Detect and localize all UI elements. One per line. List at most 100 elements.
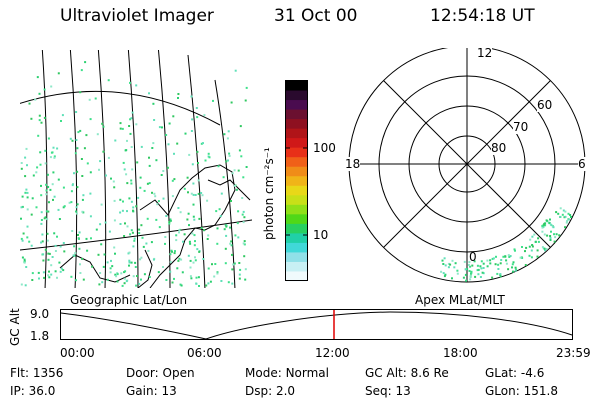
aurora-pixel [25, 266, 28, 268]
map-projection-label: Geographic Lat/Lon [70, 293, 188, 307]
aurora-pixel [238, 262, 241, 264]
aurora-pixel [243, 216, 246, 219]
aurora-pixel [549, 239, 552, 241]
aurora-pixel [123, 235, 126, 237]
aurora-pixel [104, 221, 107, 224]
aurora-pixel [121, 284, 124, 287]
aurora-pixel [521, 246, 523, 248]
aurora-pixel [531, 244, 534, 246]
aurora-pixel [207, 234, 210, 237]
aurora-pixel [463, 260, 466, 263]
aurora-pixel [198, 285, 200, 287]
aurora-pixel [191, 118, 194, 121]
aurora-pixel [203, 229, 205, 232]
aurora-pixel [152, 258, 155, 261]
aurora-pixel [100, 203, 103, 206]
aurora-pixel [202, 142, 204, 145]
aurora-pixel [38, 92, 41, 95]
aurora-pixel [47, 186, 50, 188]
aurora-pixel [570, 216, 572, 218]
aurora-pixel [26, 208, 29, 211]
aurora-pixel [140, 256, 143, 259]
aurora-pixel [190, 95, 193, 98]
aurora-pixel [150, 241, 153, 244]
aurora-pixel [244, 99, 247, 102]
aurora-pixel [21, 205, 24, 208]
aurora-pixel [37, 271, 40, 274]
aurora-pixel [171, 250, 173, 253]
aurora-pixel [134, 261, 137, 264]
polar-projection-label: Apex MLat/MLT [415, 293, 505, 307]
aurora-pixel [129, 132, 132, 135]
aurora-pixel [181, 271, 184, 274]
aurora-pixel [35, 206, 38, 209]
aurora-pixel [48, 201, 50, 204]
aurora-pixel [491, 276, 494, 279]
aurora-pixel [447, 266, 450, 269]
aurora-pixel [173, 152, 175, 155]
aurora-pixel [528, 245, 531, 248]
aurora-pixel [177, 207, 180, 209]
timeline-ytick-label: 9.0 [30, 307, 50, 321]
aurora-pixel [230, 240, 233, 243]
aurora-pixel [128, 197, 131, 200]
aurora-pixel [114, 139, 117, 142]
aurora-pixel [99, 160, 102, 163]
aurora-pixel [98, 168, 100, 171]
aurora-pixel [244, 268, 247, 271]
aurora-pixel [468, 270, 471, 272]
aurora-pixel [41, 240, 44, 243]
aurora-pixel [141, 236, 144, 239]
aurora-pixel [86, 162, 89, 165]
aurora-pixel [62, 206, 65, 209]
aurora-pixel [214, 263, 217, 265]
aurora-pixel [564, 215, 567, 218]
aurora-pixel [44, 248, 47, 251]
aurora-pixel [100, 243, 103, 246]
aurora-pixel [44, 162, 47, 165]
aurora-pixel [476, 264, 479, 267]
aurora-pixel [242, 210, 245, 213]
aurora-pixel [468, 261, 471, 264]
aurora-pixel [148, 182, 151, 185]
mlt-label-12: 12 [477, 46, 493, 60]
aurora-pixel [155, 218, 158, 221]
aurora-pixel [499, 273, 502, 276]
aurora-pixel [140, 145, 143, 148]
aurora-pixel [190, 277, 193, 280]
aurora-pixel [78, 231, 81, 234]
aurora-pixel [165, 215, 168, 217]
aurora-pixel [126, 225, 129, 228]
aurora-pixel [101, 122, 104, 125]
aurora-pixel [499, 275, 502, 278]
aurora-pixel [496, 272, 499, 275]
aurora-pixel [567, 218, 570, 221]
aurora-pixel [78, 237, 80, 240]
aurora-pixel [492, 257, 495, 260]
aurora-pixel [75, 139, 78, 141]
aurora-pixel [486, 259, 489, 262]
aurora-pixel [189, 275, 192, 278]
aurora-pixel [20, 217, 22, 220]
aurora-pixel [119, 122, 122, 125]
longitude-line [69, 50, 78, 288]
info-ip: IP: 36.0 [10, 384, 56, 398]
aurora-pixel [90, 237, 92, 240]
aurora-pixel [536, 255, 539, 258]
aurora-pixel [132, 210, 135, 213]
aurora-pixel [482, 267, 485, 269]
aurora-pixel [61, 114, 64, 117]
aurora-pixel [225, 160, 228, 163]
aurora-pixel [236, 222, 239, 225]
aurora-pixel [480, 260, 483, 263]
aurora-pixel [116, 273, 119, 276]
coastline [59, 254, 131, 283]
aurora-pixel [242, 242, 245, 245]
aurora-pixel [131, 231, 134, 234]
aurora-pixel [555, 233, 558, 236]
aurora-pixel [51, 256, 54, 258]
colorbar-band [286, 119, 307, 130]
aurora-pixel [56, 147, 59, 150]
aurora-pixel [213, 275, 216, 278]
aurora-pixel [178, 229, 181, 232]
